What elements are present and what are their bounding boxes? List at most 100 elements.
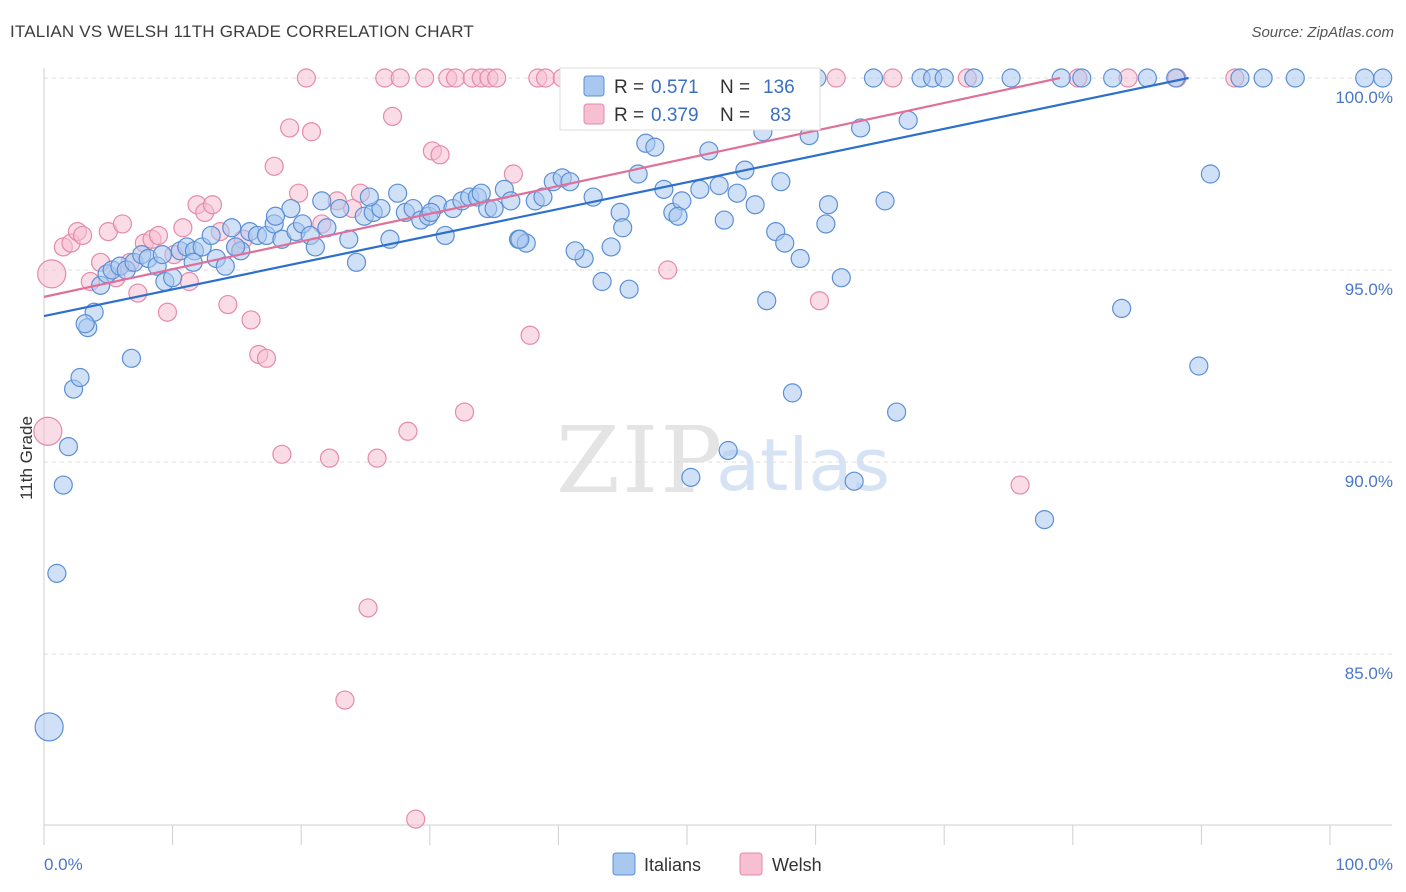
italians-point-89 <box>757 291 777 311</box>
x-tick-label-left: 0.0% <box>44 855 83 874</box>
legend-welsh-r-value: 0.379 <box>651 105 699 126</box>
italians-point-39 <box>330 198 350 219</box>
welsh-point-24 <box>218 294 238 315</box>
welsh-point-33 <box>289 183 309 203</box>
welsh-point-69 <box>658 260 678 280</box>
welsh-point-39 <box>335 690 355 710</box>
italians-point-118 <box>1230 68 1250 88</box>
italians-point-87 <box>745 195 765 215</box>
italians-point-101 <box>875 191 895 211</box>
italians-point-41 <box>346 252 367 272</box>
bottom-legend-label-welsh[interactable]: Welsh <box>772 855 822 875</box>
welsh-point-42 <box>358 598 378 618</box>
italians-point-119 <box>1253 68 1273 88</box>
source-label: Source: ZipAtlas.com <box>1251 24 1394 41</box>
legend-welsh-n-value: 83 <box>770 105 791 126</box>
welsh-point-76 <box>883 68 903 88</box>
italians-trendline <box>43 76 1189 318</box>
italians-point-3 <box>58 437 79 457</box>
italians-point-80 <box>681 467 701 487</box>
welsh-point-74 <box>809 291 830 311</box>
italians-point-93 <box>790 248 810 269</box>
italians-point-64 <box>533 187 553 207</box>
welsh-point-27 <box>241 310 261 330</box>
italians-point-97 <box>831 268 851 288</box>
italians-point-108 <box>1001 68 1021 88</box>
welsh-point-18 <box>173 218 193 238</box>
italians-point-107 <box>964 68 984 88</box>
bottom-legend-swatch-welsh[interactable] <box>739 852 763 876</box>
italians-point-26 <box>222 218 242 238</box>
legend-welsh-r-label: R = <box>614 105 644 126</box>
italians-point-96 <box>818 195 839 215</box>
welsh-point-31 <box>272 444 292 464</box>
italians-point-52 <box>435 225 455 246</box>
legend-italians-n-label: N = <box>720 77 750 98</box>
welsh-point-37 <box>319 448 340 468</box>
italians-point-100 <box>863 68 884 88</box>
welsh-point-48 <box>406 809 426 829</box>
italians-point-5 <box>70 367 90 388</box>
welsh-point-58 <box>487 68 507 88</box>
welsh-point-45 <box>382 106 403 127</box>
gridlines: 100.0% 95.0% 90.0% 85.0% <box>44 77 1393 683</box>
legend-italians-r-label: R = <box>614 77 644 98</box>
welsh-point-75 <box>826 68 846 88</box>
welsh-point-60 <box>520 325 540 345</box>
legend-swatch-welsh <box>583 103 605 125</box>
y-tick-label-1: 95.0% <box>1345 280 1393 299</box>
bottom-legend-swatch-italians[interactable] <box>612 852 636 876</box>
italians-point-46 <box>388 183 408 203</box>
welsh-point-5 <box>72 225 93 246</box>
legend-italians-n-value: 136 <box>763 77 795 98</box>
x-tick-label-right: 100.0% <box>1335 855 1393 874</box>
italians-point-138 <box>668 206 688 226</box>
welsh-point-54 <box>454 402 475 422</box>
italians-point-130 <box>265 206 286 226</box>
italians-point-116 <box>1189 356 1209 376</box>
italians-point-82 <box>699 141 719 161</box>
legend-italians-r-value: 0.571 <box>651 77 699 98</box>
y-axis-title: 11th Grade <box>17 416 36 500</box>
y-tick-label-3: 85.0% <box>1345 664 1393 683</box>
italians-point-2 <box>53 475 73 495</box>
italians-point-102 <box>887 402 907 422</box>
italians-point-76 <box>645 137 665 157</box>
welsh-point-51 <box>430 145 450 165</box>
welsh-point-49 <box>415 68 435 88</box>
welsh-point-53 <box>445 68 466 88</box>
italians-point-112 <box>1103 68 1123 88</box>
welsh-point-78 <box>1010 475 1030 495</box>
italians-point-91 <box>775 233 795 253</box>
welsh-point-34 <box>296 68 316 88</box>
welsh-point-22 <box>202 195 223 215</box>
italians-point-140 <box>771 172 791 192</box>
italians-point-83 <box>709 175 729 196</box>
welsh-point-29 <box>256 348 277 368</box>
y-tick-label-2: 90.0% <box>1345 472 1393 491</box>
bottom-legend-label-italians[interactable]: Italians <box>644 855 701 875</box>
italians-point-110 <box>1051 68 1071 88</box>
italians-point-113 <box>1112 298 1132 318</box>
watermark-zip: ZIP <box>556 407 724 514</box>
stats-legend: R = 0.571 N = 136 R = 0.379 N = 83 <box>559 67 821 131</box>
italians-point-70 <box>592 271 612 292</box>
welsh-point-35 <box>301 122 322 142</box>
italians-point-135 <box>510 229 530 249</box>
series-legend: Italians Welsh <box>612 852 822 876</box>
italians-point-81 <box>690 179 710 199</box>
italians-point-111 <box>1072 68 1092 88</box>
italians-point-121 <box>1355 68 1375 88</box>
chart-title: ITALIAN VS WELSH 11TH GRADE CORRELATION … <box>10 22 474 41</box>
welsh-point-12 <box>128 283 148 303</box>
italians-point-84 <box>718 440 738 461</box>
italians-point-44 <box>371 198 391 219</box>
welsh-point-30 <box>264 156 284 176</box>
italians-point-103 <box>898 110 918 130</box>
italians-point-117 <box>1200 164 1221 184</box>
welsh-point-16 <box>157 302 178 322</box>
welsh-trendline <box>43 76 1061 298</box>
italians-point-127 <box>152 245 172 265</box>
y-tick-label-0: 100.0% <box>1335 88 1393 107</box>
